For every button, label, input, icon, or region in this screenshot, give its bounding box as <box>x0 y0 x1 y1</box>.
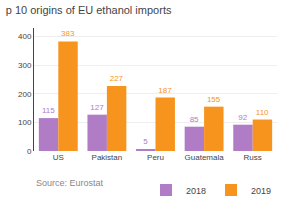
svg-text:155: 155 <box>207 95 221 104</box>
svg-text:Pakistan: Pakistan <box>92 153 123 162</box>
svg-text:2018: 2018 <box>186 186 206 196</box>
svg-text:US: US <box>53 153 64 162</box>
svg-text:0: 0 <box>27 147 32 156</box>
svg-text:187: 187 <box>158 86 172 95</box>
svg-text:227: 227 <box>110 74 124 83</box>
svg-text:400: 400 <box>18 32 32 41</box>
svg-text:127: 127 <box>90 103 104 112</box>
svg-text:92: 92 <box>238 113 247 122</box>
svg-text:115: 115 <box>42 106 55 115</box>
svg-text:5: 5 <box>143 137 148 146</box>
svg-text:Source: Eurostat: Source: Eurostat <box>36 178 104 188</box>
svg-text:2019: 2019 <box>251 186 271 196</box>
svg-text:p 10 origins of EU ethanol imp: p 10 origins of EU ethanol imports <box>6 4 172 16</box>
svg-text:Russ: Russ <box>244 153 262 162</box>
svg-text:Guatemala: Guatemala <box>185 153 225 162</box>
svg-text:110: 110 <box>256 108 269 117</box>
svg-text:100: 100 <box>18 118 32 127</box>
svg-text:Peru: Peru <box>147 153 164 162</box>
svg-text:85: 85 <box>190 115 199 124</box>
svg-text:200: 200 <box>18 90 32 99</box>
svg-text:300: 300 <box>18 61 32 70</box>
svg-text:383: 383 <box>61 29 75 38</box>
